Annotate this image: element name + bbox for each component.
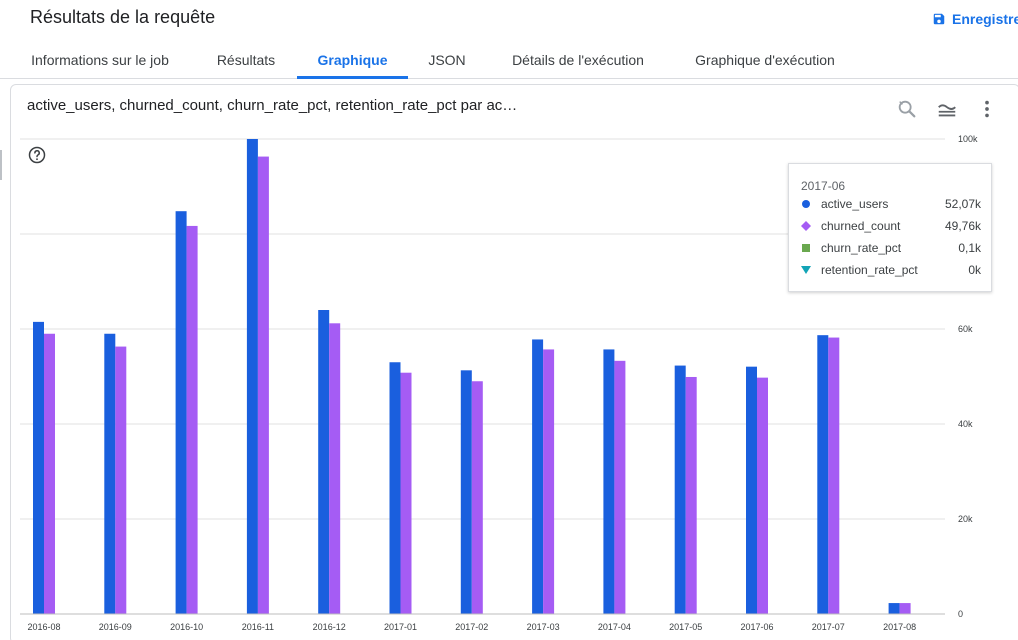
more-options-button[interactable]: [971, 93, 1003, 125]
x-tick-label: 2017-03: [527, 622, 560, 632]
chart-toolbar: [891, 93, 1003, 125]
x-tick-label: 2017-02: [455, 622, 488, 632]
bar-active_users-2017-08[interactable]: [888, 603, 900, 614]
bar-churned_count-2017-04[interactable]: [614, 360, 626, 614]
tab-results[interactable]: Résultats: [216, 52, 276, 68]
x-tick-label: 2017-05: [669, 622, 702, 632]
bar-active_users-2017-02[interactable]: [460, 370, 472, 614]
bar-churned_count-2017-02[interactable]: [471, 381, 483, 614]
x-tick-label: 2017-07: [812, 622, 845, 632]
tab-bar: Informations sur le job Résultats Graphi…: [0, 40, 1018, 79]
more-vert-icon: [985, 100, 989, 118]
left-edge-divider: [0, 150, 2, 180]
page-title: Résultats de la requête: [30, 7, 216, 27]
tooltip-series-name: active_users: [821, 197, 889, 211]
tab-job-info[interactable]: Informations sur le job: [31, 52, 169, 68]
diamond-marker-icon: [801, 221, 811, 231]
x-tick-label: 2016-11: [242, 622, 274, 632]
bar-active_users-2016-10[interactable]: [175, 211, 187, 614]
y-tick-label: 20k: [958, 514, 973, 524]
save-icon: [933, 13, 945, 25]
bar-active_users-2017-07[interactable]: [817, 335, 829, 614]
help-icon[interactable]: [28, 146, 46, 164]
chart-tooltip: 2017-06 active_users 52,07k churned_coun…: [788, 163, 992, 292]
zoom-icon: [898, 100, 916, 118]
bar-active_users-2016-12[interactable]: [318, 310, 330, 614]
bar-churned_count-2017-07[interactable]: [828, 337, 840, 614]
x-tick-label: 2017-04: [598, 622, 631, 632]
chart-title: active_users, churned_count, churn_rate_…: [27, 97, 518, 114]
tab-execution-details[interactable]: Détails de l'exécution: [512, 52, 644, 68]
chart-options-button[interactable]: [931, 93, 963, 125]
x-tick-label: 2016-08: [27, 622, 60, 632]
tooltip-series-name: churned_count: [821, 219, 901, 233]
bar-churned_count-2016-09[interactable]: [115, 346, 127, 614]
square-marker-icon: [801, 243, 811, 253]
x-tick-label: 2017-08: [883, 622, 916, 632]
bar-churned_count-2016-08[interactable]: [44, 333, 55, 614]
tooltip-row: retention_rate_pct 0k: [801, 261, 981, 279]
tooltip-series-value: 0,1k: [958, 241, 981, 255]
x-tick-label: 2016-10: [170, 622, 203, 632]
y-tick-label: 100k: [958, 134, 978, 144]
save-button[interactable]: Enregistrer: [932, 9, 1018, 29]
bar-active_users-2017-04[interactable]: [603, 349, 615, 614]
bar-churned_count-2017-08[interactable]: [899, 603, 911, 614]
bar-active_users-2017-05[interactable]: [674, 365, 686, 614]
bar-active_users-2016-11[interactable]: [246, 139, 258, 614]
bar-churned_count-2017-03[interactable]: [543, 349, 555, 614]
bar-active_users-2017-06[interactable]: [746, 366, 757, 614]
bar-active_users-2016-09[interactable]: [104, 333, 116, 614]
tooltip-series-name: retention_rate_pct: [821, 263, 918, 277]
x-tick-label: 2017-01: [384, 622, 417, 632]
tooltip-series-value: 52,07k: [944, 197, 981, 211]
bar-active_users-2016-08[interactable]: [33, 321, 44, 614]
tooltip-row: churned_count 49,76k: [801, 217, 981, 235]
tooltip-series-value: 49,76k: [944, 219, 981, 233]
tab-execution-graph[interactable]: Graphique d'exécution: [695, 52, 835, 68]
header: Résultats de la requête Enregistrer: [0, 0, 1018, 38]
y-tick-label: 0: [958, 609, 963, 619]
bar-churned_count-2016-10[interactable]: [186, 225, 198, 615]
x-tick-label: 2017-06: [740, 622, 773, 632]
bar-active_users-2017-03[interactable]: [532, 339, 544, 614]
bar-churned_count-2016-12[interactable]: [329, 323, 341, 614]
tab-chart[interactable]: Graphique: [297, 40, 408, 79]
bar-active_users-2017-01[interactable]: [389, 362, 401, 614]
chart-card: active_users, churned_count, churn_rate_…: [10, 84, 1018, 640]
x-tick-label: 2016-12: [313, 622, 346, 632]
tooltip-row: churn_rate_pct 0,1k: [801, 239, 981, 257]
tooltip-series-value: 0k: [968, 263, 981, 277]
tooltip-series-name: churn_rate_pct: [821, 241, 902, 255]
tooltip-title: 2017-06: [801, 179, 846, 193]
chart-options-icon: [938, 104, 956, 117]
zoom-button[interactable]: [891, 93, 923, 125]
x-tick-label: 2016-09: [99, 622, 132, 632]
bar-churned_count-2016-11[interactable]: [257, 156, 269, 614]
tab-json[interactable]: JSON: [428, 52, 466, 68]
bar-churned_count-2017-06[interactable]: [757, 377, 768, 614]
tooltip-row: active_users 52,07k: [801, 195, 981, 213]
bar-churned_count-2017-01[interactable]: [400, 372, 412, 614]
bar-churned_count-2017-05[interactable]: [685, 376, 697, 614]
triangle-down-marker-icon: [801, 265, 811, 275]
y-tick-label: 60k: [958, 324, 973, 334]
y-tick-label: 40k: [958, 419, 973, 429]
circle-marker-icon: [801, 199, 811, 209]
save-button-label: Enregistrer: [952, 11, 1018, 27]
